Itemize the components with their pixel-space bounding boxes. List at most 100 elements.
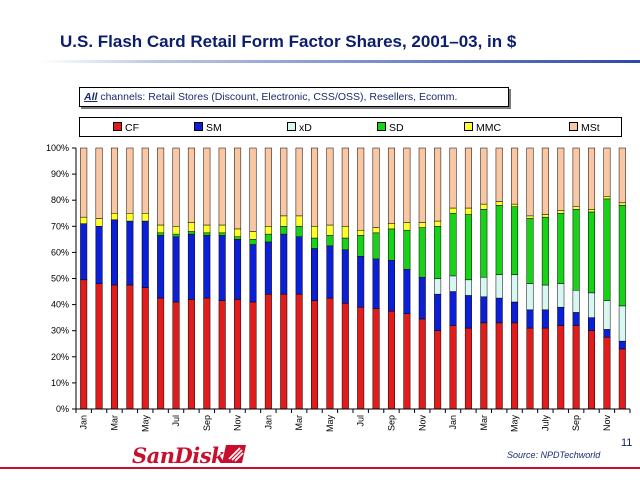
bar-cf-16	[311, 300, 319, 410]
x-tick-label-33: Sep	[571, 415, 581, 431]
y-tick-label-8: 80%	[51, 195, 69, 205]
y-tick-label-2: 20%	[51, 352, 69, 362]
x-tick-label-13: Jan	[263, 415, 273, 430]
bar-mmc-12	[249, 231, 257, 240]
x-tick-label-1: Jan	[79, 415, 89, 430]
bar-sm-22	[403, 269, 411, 314]
bar-sd-36	[618, 205, 626, 307]
bar-sd-8	[187, 231, 195, 235]
bar-sd-24	[434, 226, 442, 279]
page-number: 11	[621, 437, 633, 449]
bar-mmc-31	[541, 214, 549, 218]
x-tick-label-5: May	[140, 415, 150, 433]
bar-sd-19	[357, 235, 365, 257]
y-tick-label-6: 60%	[51, 247, 69, 257]
bar-mst-23	[418, 147, 426, 223]
bar-mst-12	[249, 147, 257, 232]
bar-mst-31	[541, 147, 549, 215]
y-tick-label-10: 100%	[46, 143, 69, 153]
bar-sm-35	[603, 329, 611, 338]
bar-sm-3	[110, 219, 118, 286]
source-note: Source: NPDTechworld	[507, 450, 601, 460]
bar-xd-29	[511, 274, 519, 303]
bar-sm-33	[572, 312, 580, 326]
bar-mst-5	[141, 147, 149, 214]
legend-label-sm: SM	[206, 122, 222, 134]
bar-sd-23	[418, 227, 426, 278]
bar-sm-36	[618, 340, 626, 350]
bar-sd-10	[218, 232, 226, 236]
bar-sm-9	[203, 235, 211, 299]
footer-divider	[0, 467, 640, 469]
bar-cf-9	[203, 297, 211, 410]
bar-mmc-36	[618, 202, 626, 206]
bar-xd-32	[557, 283, 565, 308]
bar-mmc-23	[418, 222, 426, 228]
bar-sd-26	[464, 214, 472, 281]
bar-cf-36	[618, 348, 626, 410]
y-tick-label-1: 10%	[51, 378, 69, 388]
bar-sd-13	[264, 233, 272, 243]
legend-swatch-sm	[194, 122, 203, 131]
bar-mst-34	[588, 147, 596, 210]
bar-xd-27	[480, 276, 488, 298]
bar-sd-32	[557, 213, 565, 284]
bar-sd-35	[603, 198, 611, 301]
bar-sm-27	[480, 296, 488, 324]
bar-mmc-32	[557, 210, 565, 214]
bar-sm-21	[387, 259, 395, 312]
bar-mmc-29	[511, 203, 519, 207]
bar-mmc-17	[326, 224, 334, 236]
bar-cf-11	[234, 299, 242, 410]
bar-cf-10	[218, 300, 226, 410]
bar-mmc-34	[588, 209, 596, 213]
bar-cf-12	[249, 301, 257, 410]
y-tick-label-7: 70%	[51, 221, 69, 231]
bar-cf-2	[95, 283, 103, 410]
legend-swatch-sd	[377, 122, 386, 131]
bar-cf-6	[157, 297, 165, 410]
x-tick-label-23: Nov	[417, 415, 427, 432]
bar-mst-10	[218, 147, 226, 226]
bar-mmc-8	[187, 222, 195, 232]
bar-sm-8	[187, 233, 195, 300]
bar-mmc-20	[372, 227, 380, 234]
x-tick-label-15: Mar	[294, 415, 304, 431]
bar-sd-27	[480, 209, 488, 278]
bar-sd-14	[280, 226, 288, 235]
sandisk-logo: SanDisk	[132, 443, 226, 468]
bar-sm-18	[341, 249, 349, 304]
bar-sm-2	[95, 226, 103, 284]
bar-cf-32	[557, 325, 565, 410]
bar-sd-20	[372, 232, 380, 260]
bar-cf-31	[541, 327, 549, 410]
bar-cf-1	[80, 279, 88, 410]
bar-xd-24	[434, 278, 442, 295]
bar-sm-30	[526, 309, 534, 329]
bar-mmc-15	[295, 215, 303, 227]
bar-sd-16	[311, 237, 319, 249]
bar-cf-22	[403, 313, 411, 410]
bar-cf-33	[572, 325, 580, 410]
bar-mmc-21	[387, 223, 395, 230]
bar-mst-13	[264, 147, 272, 227]
legend-label-mst: MSt	[581, 122, 600, 134]
bar-sm-24	[434, 293, 442, 331]
legend-label-xd: xD	[299, 122, 312, 134]
bar-sd-29	[511, 206, 519, 275]
bar-mmc-7	[172, 226, 180, 235]
bar-sm-11	[234, 239, 242, 300]
bar-mst-2	[95, 147, 103, 219]
bar-sm-17	[326, 245, 334, 299]
legend-label-cf: CF	[125, 122, 139, 134]
bar-mst-1	[80, 147, 88, 218]
bar-sm-20	[372, 258, 380, 309]
bar-sm-16	[311, 248, 319, 301]
bar-mst-4	[126, 147, 134, 214]
bar-sd-17	[326, 235, 334, 247]
bar-mst-20	[372, 147, 380, 228]
bar-sm-10	[218, 235, 226, 301]
bar-mst-18	[341, 147, 349, 227]
bar-cf-14	[280, 293, 288, 410]
bar-mmc-27	[480, 203, 488, 210]
